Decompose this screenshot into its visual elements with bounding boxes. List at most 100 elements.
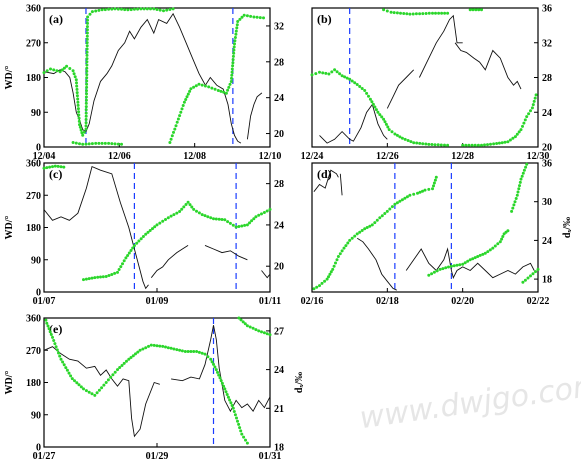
y-right-tick-label: 24 (274, 220, 284, 231)
d-series-point (170, 134, 174, 138)
d-series-point (342, 246, 346, 250)
d-series-point (224, 390, 228, 394)
d-series-point (190, 205, 194, 209)
d-series-point (461, 143, 465, 147)
d-series-point (331, 267, 335, 271)
d-series-point (45, 166, 49, 170)
d-series-point (131, 246, 135, 250)
d-series-point (82, 387, 85, 391)
d-series-point (87, 277, 91, 281)
d-series-point (135, 241, 139, 245)
d-series-point (434, 11, 437, 15)
wd-series-line (405, 247, 535, 279)
y-right-tick-label: 27 (274, 326, 284, 337)
d-series-point (195, 209, 198, 213)
d-series-point (248, 221, 251, 225)
d-series-point (77, 119, 81, 123)
y-left-tick-label: 360 (26, 159, 41, 170)
d-series-point (100, 8, 104, 12)
d-series-point (212, 217, 215, 221)
d-series-point (213, 87, 217, 91)
d-series-point (233, 36, 237, 39)
d-series-point (48, 330, 52, 334)
d-series-point (335, 70, 339, 74)
d-series-point (508, 138, 512, 142)
y-left-axis-label: WD/° (4, 66, 15, 90)
d-series-point (84, 389, 88, 393)
d-series-point (437, 11, 441, 15)
d-series-point (376, 110, 380, 114)
d-series-point (42, 166, 46, 170)
d-series-point (512, 203, 516, 207)
d-series-point (236, 20, 240, 23)
d-series-point (439, 143, 443, 147)
d-series-point (229, 80, 233, 83)
d-series-point (210, 360, 214, 364)
d-series-point (85, 41, 89, 45)
d-series-point (200, 83, 204, 87)
d-series-point (78, 125, 82, 129)
d-series-point (88, 12, 92, 16)
d-series-point (231, 64, 235, 68)
d-series-point (268, 333, 272, 337)
d-series-point (338, 252, 342, 256)
d-series-point (137, 239, 141, 243)
d-series-point (365, 91, 369, 95)
d-series-point (82, 278, 85, 282)
d-series-point (48, 165, 52, 169)
d-series-point (175, 348, 179, 352)
d-series-point (219, 379, 223, 383)
d-series-point (468, 258, 472, 262)
d-series-point (213, 365, 217, 369)
x-tick-label: 12/04 (33, 151, 56, 162)
d-series-point (74, 78, 78, 82)
d-series-point (232, 45, 236, 49)
d-series-point (493, 244, 497, 248)
d-series-point (84, 111, 88, 115)
d-series-point (84, 108, 88, 112)
d-series-point (518, 184, 521, 188)
d-series-point (235, 26, 239, 30)
d-series-point (402, 12, 406, 15)
d-series-point (242, 13, 246, 17)
d-series-point (206, 215, 210, 219)
d-series-point (96, 275, 100, 279)
d-series-point (42, 71, 46, 75)
d-series-point (262, 331, 266, 335)
d-series-point (164, 218, 167, 221)
d-series-point (237, 225, 241, 228)
d-series-point (519, 177, 523, 181)
d-series-point (500, 237, 504, 241)
d-series-point (235, 23, 239, 27)
d-series-point (348, 238, 352, 242)
d-series-point (443, 11, 447, 15)
d-series-point (58, 70, 62, 74)
wd-series-line (171, 325, 271, 413)
d-series-point (260, 212, 263, 216)
d-series-point (458, 263, 462, 267)
d-series-point (62, 363, 66, 367)
d-series-point (525, 162, 529, 166)
x-tick-label: 01/11 (259, 296, 281, 307)
d-series-point (427, 142, 431, 146)
d-series-point (432, 181, 436, 185)
d-series-point (228, 221, 232, 225)
d-series-point (51, 165, 54, 169)
d-series-point (531, 103, 535, 107)
d-series-point (155, 223, 159, 227)
d-series-point (85, 60, 89, 64)
d-series-point (75, 91, 79, 95)
x-tick-label: 01/31 (259, 451, 282, 462)
d-series-point (385, 209, 389, 213)
d-series-point (327, 72, 331, 76)
d-series-point (110, 142, 114, 146)
d-series-point (318, 284, 321, 288)
d-series-point (496, 242, 500, 246)
y-right-tick-label: 18 (542, 275, 552, 286)
y-left-tick-label: 0 (36, 443, 41, 454)
d-series-point (483, 251, 487, 255)
d-series-point (385, 9, 389, 13)
d-series-point (250, 219, 254, 223)
d-series-point (84, 114, 88, 118)
panel-label: (e) (49, 322, 62, 336)
